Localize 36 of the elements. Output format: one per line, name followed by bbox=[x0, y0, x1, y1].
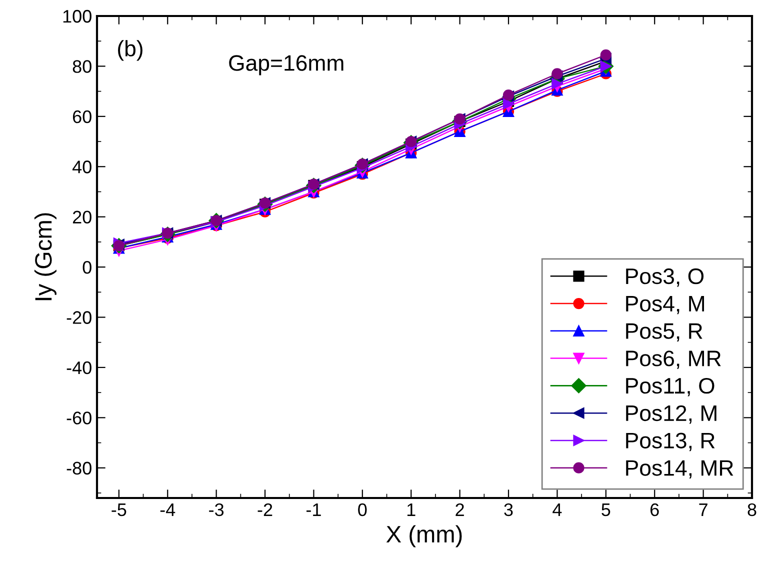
y-tick-label: 80 bbox=[72, 60, 92, 73]
x-tick-label: -5 bbox=[112, 504, 126, 516]
x-axis-title: X (mm) bbox=[386, 525, 462, 548]
x-tick-label: 0 bbox=[358, 503, 367, 516]
y-tick-label: 60 bbox=[72, 110, 92, 124]
x-tick-label: 6 bbox=[650, 503, 659, 516]
x-tick-label: 1 bbox=[407, 504, 416, 516]
x-tick-label: 2 bbox=[456, 503, 464, 516]
x-tick-label: 3 bbox=[504, 503, 513, 516]
y-tick-label: 40 bbox=[72, 160, 92, 174]
x-tick-label: 8 bbox=[748, 503, 756, 516]
x-tick-label: 7 bbox=[699, 504, 708, 516]
x-tick-label: -2 bbox=[258, 503, 272, 516]
legend-label: Pos14, MR bbox=[626, 460, 734, 478]
y-tick-label: 0 bbox=[82, 260, 92, 274]
y-tick-label: -40 bbox=[66, 361, 92, 374]
legend-label: Pos5, R bbox=[626, 323, 702, 342]
y-tick-label: 100 bbox=[63, 10, 92, 23]
y-tick-label: -60 bbox=[66, 412, 92, 424]
annotation: Gap=16mm bbox=[229, 55, 344, 76]
y-tick-label: -80 bbox=[66, 462, 92, 475]
legend-label: Pos13, R bbox=[626, 432, 715, 452]
x-tick-label: 4 bbox=[552, 504, 562, 516]
legend-label: Pos3, O bbox=[626, 268, 704, 287]
annotation: (b) bbox=[118, 40, 142, 61]
legend-label: Pos4, M bbox=[626, 296, 704, 314]
legend-label: Pos6, MR bbox=[626, 350, 721, 369]
legend-label: Pos12, M bbox=[626, 405, 716, 424]
x-tick-label: -3 bbox=[209, 503, 224, 516]
y-axis-title: Iy (Gcm) bbox=[34, 213, 56, 300]
x-tick-label: -4 bbox=[160, 504, 176, 516]
x-tick-label: -1 bbox=[306, 504, 321, 516]
x-tick-label: 5 bbox=[602, 504, 610, 516]
y-tick-label: -20 bbox=[66, 311, 92, 324]
y-tick-label: 20 bbox=[72, 210, 92, 224]
legend-label: Pos11, O bbox=[626, 378, 714, 396]
